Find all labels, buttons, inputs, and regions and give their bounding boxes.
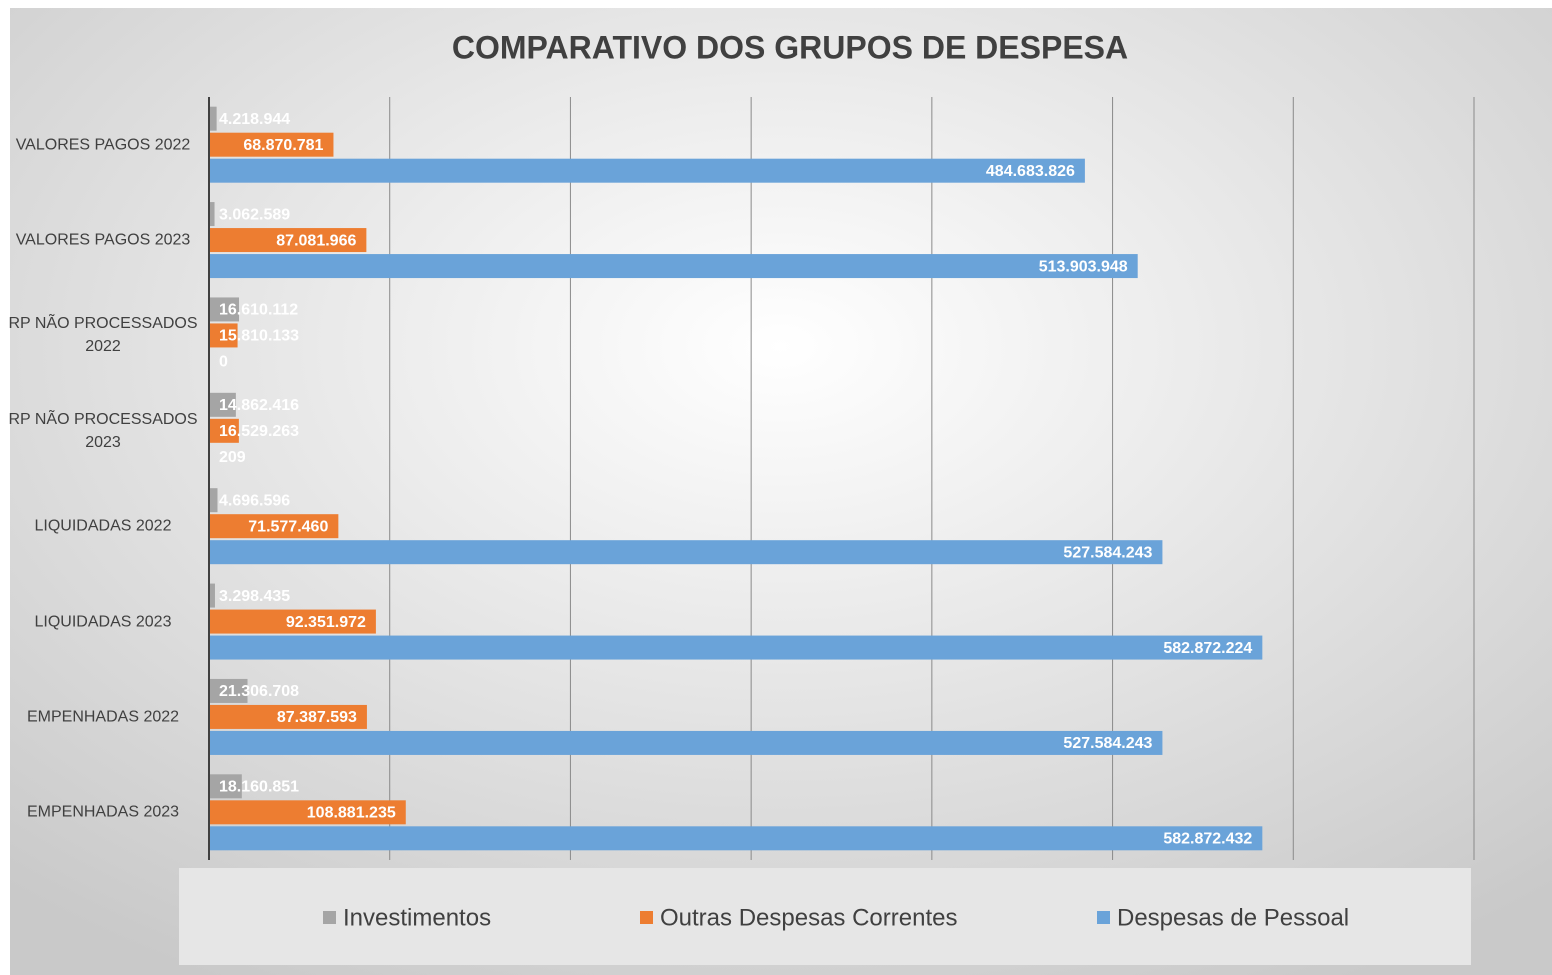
data-label: 87.387.593	[277, 709, 357, 726]
bar	[209, 826, 1263, 851]
data-label: 4.218.944	[219, 111, 290, 128]
bar	[209, 540, 1163, 565]
bar	[209, 202, 215, 227]
legend-label: Outras Despesas Correntes	[660, 904, 957, 931]
y-tick-label: EMPENHADAS 2023	[26, 803, 180, 821]
legend-label: Despesas de Pessoal	[1117, 904, 1349, 931]
bar	[209, 323, 238, 348]
y-tick-label: VALORES PAGOS 2022	[15, 136, 191, 154]
legend-swatch	[640, 911, 653, 924]
bar	[209, 418, 239, 443]
data-label: 582.872.224	[1163, 640, 1252, 657]
legend-swatch	[323, 911, 336, 924]
bar	[209, 254, 1138, 279]
bar	[209, 392, 236, 417]
chart-title: COMPARATIVO DOS GRUPOS DE DESPESA	[452, 29, 1128, 65]
legend-label: Investimentos	[343, 904, 491, 931]
bar	[209, 132, 334, 157]
bar	[209, 514, 339, 539]
data-label: 527.584.243	[1063, 544, 1152, 561]
data-label: 527.584.243	[1063, 735, 1152, 752]
y-tick-label: RP NÃO PROCESSADOS 2023	[8, 410, 198, 451]
bar	[209, 609, 376, 634]
legend-swatch	[1097, 911, 1110, 924]
data-label: 92.351.972	[286, 614, 366, 631]
data-label: 87.081.966	[276, 232, 356, 249]
bar	[209, 800, 406, 825]
bar	[209, 297, 240, 322]
bar	[209, 583, 215, 608]
data-label: 0	[219, 354, 228, 371]
data-label: 15.810.133	[219, 328, 299, 345]
data-label: 513.903.948	[1039, 258, 1128, 275]
bar	[209, 635, 1263, 660]
data-label: 68.870.781	[243, 137, 323, 154]
data-label: 4.696.596	[219, 492, 290, 509]
data-label: 71.577.460	[248, 518, 328, 535]
bar	[209, 106, 217, 131]
data-label: 484.683.826	[986, 163, 1075, 180]
bar	[209, 678, 248, 703]
bar	[209, 158, 1085, 183]
bar	[209, 730, 1163, 755]
data-label: 3.298.435	[219, 588, 290, 605]
data-label: 582.872.432	[1163, 831, 1252, 848]
data-label: 108.881.235	[307, 805, 396, 822]
bar	[209, 704, 367, 729]
y-tick-label: VALORES PAGOS 2023	[15, 231, 191, 249]
data-label: 18.160.851	[219, 779, 299, 796]
legend-box	[179, 868, 1471, 965]
bar	[209, 488, 218, 513]
bar	[209, 228, 367, 253]
y-tick-label: LIQUIDADAS 2023	[34, 613, 172, 631]
y-tick-label: RP NÃO PROCESSADOS 2022	[8, 315, 198, 356]
y-tick-label: EMPENHADAS 2022	[26, 708, 180, 726]
data-label: 21.306.708	[219, 683, 299, 700]
data-label: 16.610.112	[219, 302, 298, 319]
data-label: 16.529.263	[219, 423, 299, 440]
data-label: 209	[219, 449, 246, 466]
y-tick-label: LIQUIDADAS 2022	[34, 517, 172, 535]
data-label: 14.862.416	[219, 397, 299, 414]
data-label: 3.062.589	[219, 206, 290, 223]
bar	[209, 774, 242, 799]
